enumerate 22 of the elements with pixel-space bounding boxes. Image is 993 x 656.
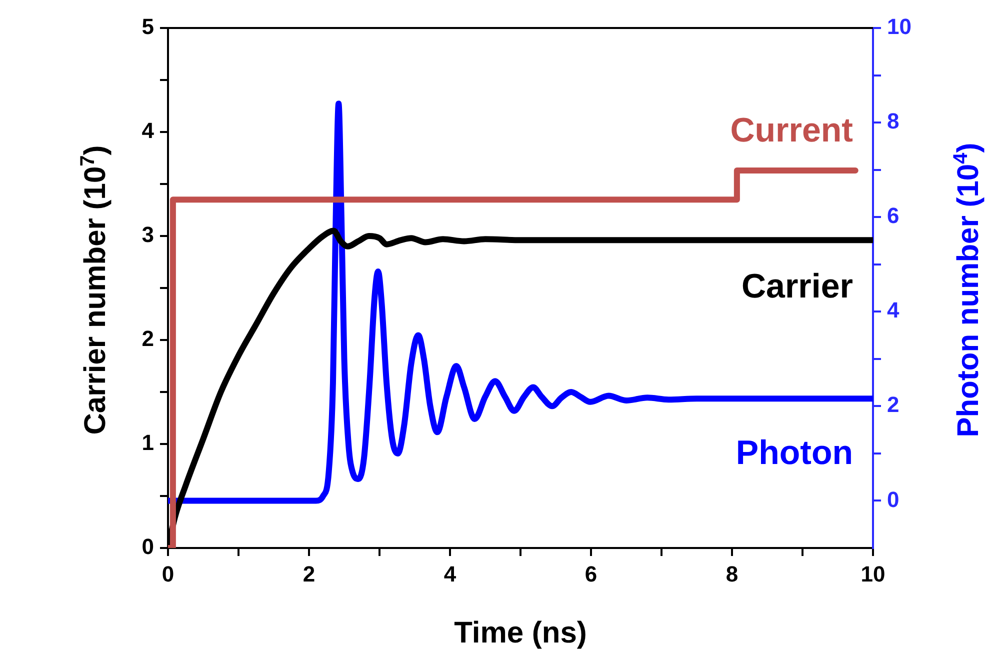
y-tick-label: 3 <box>142 222 154 248</box>
x-tick-label: 0 <box>162 561 174 586</box>
y-tick-label: 0 <box>142 534 154 560</box>
series-label: Current <box>730 111 853 150</box>
y2-tick-label: 8 <box>887 108 900 134</box>
y2-tick-label: 6 <box>887 203 900 228</box>
series-label: Carrier <box>741 267 853 306</box>
x-tick-label: 6 <box>584 561 598 586</box>
y2-tick-label: 0 <box>887 486 900 512</box>
y-tick-label: 1 <box>142 430 154 456</box>
x-tick-label: 2 <box>302 561 316 586</box>
y2-tick-label: 10 <box>887 14 912 40</box>
y-tick-label: 4 <box>142 118 155 144</box>
x-tick-label: 10 <box>860 561 886 586</box>
x-tick-label: 4 <box>444 561 457 586</box>
x-tick-label: 8 <box>726 561 738 586</box>
y2-tick-label: 4 <box>887 298 900 323</box>
y-tick-label: 5 <box>142 14 154 40</box>
x-axis-title: Time (ns) <box>454 616 587 650</box>
y-tick-label: 2 <box>142 326 154 352</box>
y2-tick-label: 2 <box>887 392 900 418</box>
series-label: Photon <box>736 434 853 472</box>
